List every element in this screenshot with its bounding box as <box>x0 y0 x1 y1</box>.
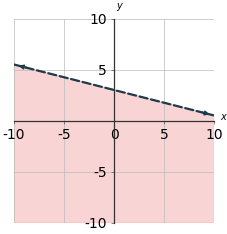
Text: y: y <box>116 1 122 11</box>
Text: x: x <box>220 112 225 122</box>
Polygon shape <box>14 65 213 223</box>
